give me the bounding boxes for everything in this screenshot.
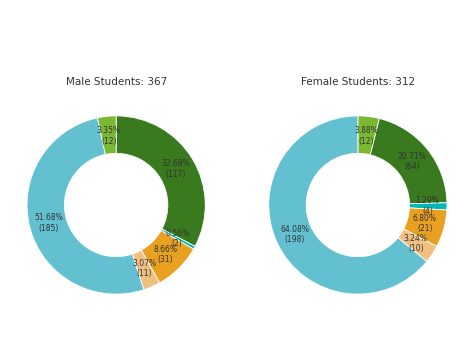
Wedge shape: [410, 203, 447, 210]
Wedge shape: [161, 229, 195, 249]
Text: 8.66%
(31): 8.66% (31): [153, 245, 177, 264]
Text: 51.68%
(185): 51.68% (185): [35, 213, 64, 233]
Wedge shape: [141, 231, 193, 283]
Text: 3.35%
(12): 3.35% (12): [97, 126, 121, 146]
Wedge shape: [27, 118, 144, 294]
Text: 64.08%
(198): 64.08% (198): [281, 225, 310, 245]
Wedge shape: [358, 116, 379, 155]
Text: 20.71%
(64): 20.71% (64): [398, 152, 427, 171]
Text: Total Enrollment: 679 (Academic Year 2022-2023): Total Enrollment: 679 (Academic Year 202…: [119, 47, 355, 55]
Wedge shape: [398, 229, 437, 262]
Wedge shape: [116, 116, 205, 246]
Wedge shape: [370, 119, 447, 204]
Title: Female Students: 312: Female Students: 312: [301, 77, 415, 87]
Text: 3.07%
(11): 3.07% (11): [132, 259, 156, 278]
Text: LaGrange College Student Population By Race/Ethnicity: LaGrange College Student Population By R…: [19, 17, 455, 31]
Text: 3.88%
(12): 3.88% (12): [355, 126, 378, 146]
Text: 0.56%
(2): 0.56% (2): [165, 229, 189, 248]
Title: Male Students: 367: Male Students: 367: [65, 77, 167, 87]
Wedge shape: [404, 208, 447, 246]
Text: 6.80%
(21): 6.80% (21): [413, 214, 437, 233]
Wedge shape: [132, 250, 160, 290]
Wedge shape: [98, 116, 116, 154]
Wedge shape: [269, 116, 427, 294]
Text: 3.24%
(10): 3.24% (10): [404, 234, 428, 253]
Text: 1.29%
(4): 1.29% (4): [415, 196, 439, 216]
Text: 32.68%
(117): 32.68% (117): [161, 159, 190, 179]
